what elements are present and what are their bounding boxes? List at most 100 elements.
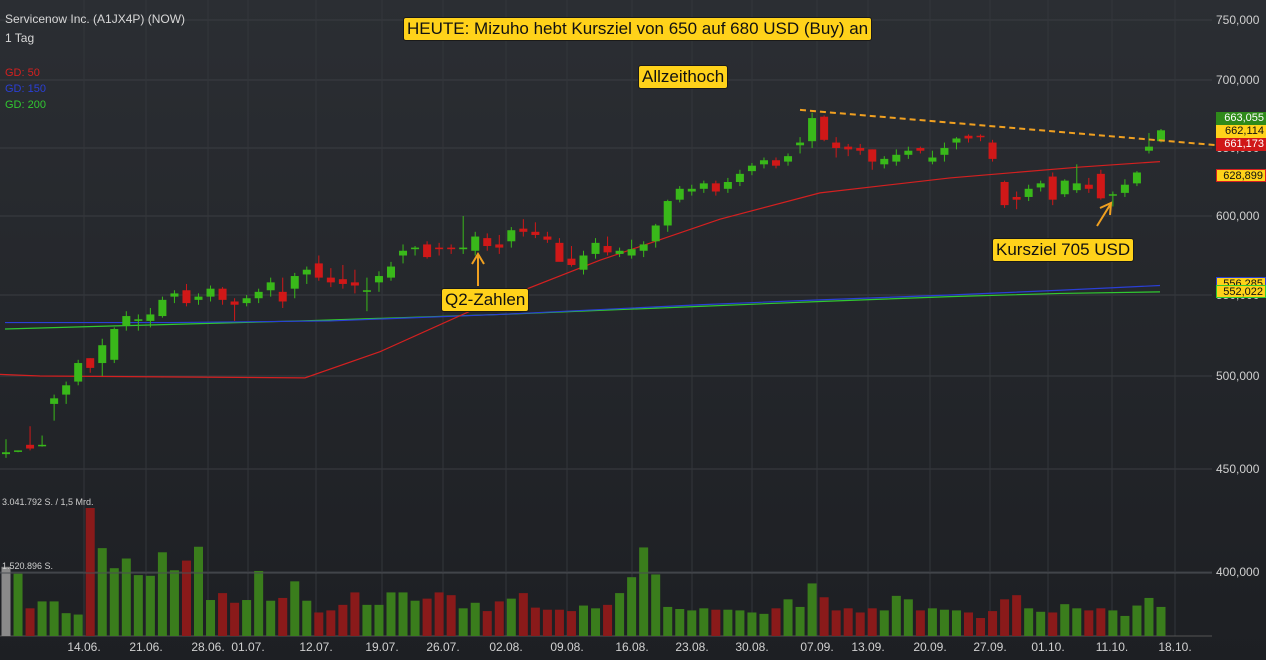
candle-body xyxy=(158,299,167,317)
volume-bar xyxy=(434,592,444,636)
volume-bar xyxy=(891,595,901,636)
x-tick-label: 09.08. xyxy=(550,640,583,654)
volume-bar xyxy=(542,609,552,636)
volume-bar xyxy=(1072,608,1082,636)
volume-bar xyxy=(591,608,601,636)
candle-body xyxy=(278,291,287,302)
volume-bar xyxy=(302,600,312,636)
candle-body xyxy=(1024,188,1033,197)
candle-body xyxy=(218,288,227,300)
candle-body xyxy=(399,250,408,256)
candle-body xyxy=(964,135,973,139)
candle-body xyxy=(639,244,648,251)
candle-body xyxy=(543,236,552,240)
volume-bar xyxy=(1048,612,1058,636)
volume-bar xyxy=(951,610,961,636)
volume-bar xyxy=(843,608,853,636)
volume-bar xyxy=(49,601,59,636)
y-tick-label: 450,000 xyxy=(1216,462,1260,476)
volume-bar xyxy=(374,604,384,636)
candle-body xyxy=(314,263,323,278)
candle-body xyxy=(206,288,215,297)
price-box-2: 662,114 xyxy=(1216,125,1266,138)
trendline xyxy=(799,108,1266,151)
candle-body xyxy=(759,160,768,165)
volume-bar xyxy=(903,599,913,636)
volume-bar xyxy=(494,601,504,636)
candle-body xyxy=(507,230,516,242)
candle-body xyxy=(38,444,47,447)
candle-body xyxy=(387,266,395,278)
volume-bar xyxy=(699,608,709,636)
volume-bar xyxy=(1000,599,1010,636)
candle-body xyxy=(242,298,251,304)
y-tick-label: 750,000 xyxy=(1216,13,1260,27)
candle-body xyxy=(86,358,95,368)
moving-averages xyxy=(0,161,1161,379)
candle-body xyxy=(338,279,347,284)
candle-body xyxy=(14,450,23,452)
volume-bar xyxy=(482,611,492,636)
volume-bar xyxy=(470,602,480,636)
headline-annotation: HEUTE: Mizuho hebt Kursziel von 650 auf … xyxy=(403,17,873,41)
candle-body xyxy=(904,150,913,155)
x-tick-label: 11.10. xyxy=(1096,640,1128,654)
volume-bar xyxy=(398,592,408,636)
volume-bar xyxy=(218,593,228,636)
price-box-last: 663,055 xyxy=(1216,112,1266,125)
volume-bar xyxy=(939,609,949,636)
candle-body xyxy=(916,148,925,151)
candle-body xyxy=(808,118,817,142)
candle-body xyxy=(62,385,71,395)
volume-bar xyxy=(927,608,937,636)
candle-body xyxy=(1108,194,1117,196)
volume-bar xyxy=(831,610,841,636)
volume-bar xyxy=(1132,605,1142,636)
candle-body xyxy=(844,146,853,150)
candle-body xyxy=(134,319,143,321)
volume-bar xyxy=(603,604,613,636)
target-annotation: Kursziel 705 USD xyxy=(992,238,1135,262)
x-tick-label: 14.06. xyxy=(67,640,100,654)
candle-body xyxy=(290,276,299,289)
candle-body xyxy=(832,142,841,148)
candle-body xyxy=(1036,183,1045,188)
x-tick-label: 23.08. xyxy=(675,640,708,654)
candle-body xyxy=(747,165,756,172)
candle-body xyxy=(435,247,444,250)
volume-bar xyxy=(37,601,47,636)
volume-bar xyxy=(988,611,998,636)
volume-bar xyxy=(422,598,432,636)
volume-bar xyxy=(314,612,324,636)
candle-body xyxy=(254,291,263,299)
candle-body xyxy=(423,244,432,258)
volume-bar xyxy=(506,598,516,636)
volume-bar xyxy=(771,608,781,636)
volume-bar xyxy=(169,570,179,636)
volume-bar xyxy=(326,610,336,636)
candle-body xyxy=(567,258,576,265)
volume-bar xyxy=(133,575,143,636)
volume-bar xyxy=(687,610,697,636)
volume-bar xyxy=(157,552,167,636)
candle-body xyxy=(820,116,829,140)
candle-body xyxy=(735,173,744,182)
x-tick-label: 12.07. xyxy=(299,640,332,654)
volume-bar xyxy=(61,613,71,636)
volume-bar xyxy=(855,612,865,636)
volume-bar xyxy=(290,581,300,636)
volume-bar xyxy=(278,597,288,636)
candle-body xyxy=(411,247,420,250)
candle-body xyxy=(928,157,937,162)
y-tick-label: 400,000 xyxy=(1216,565,1260,579)
x-tick-label: 02.08. xyxy=(489,640,522,654)
volume-bar xyxy=(554,609,564,636)
candle-body xyxy=(362,290,371,292)
volume-bar xyxy=(783,599,793,636)
volume-bar xyxy=(675,609,685,636)
candle-body xyxy=(1012,196,1021,200)
candle-body xyxy=(1072,183,1081,191)
volume-bar xyxy=(350,592,360,636)
ma-gd150-line xyxy=(5,284,1161,324)
volume-bar xyxy=(1144,597,1154,636)
